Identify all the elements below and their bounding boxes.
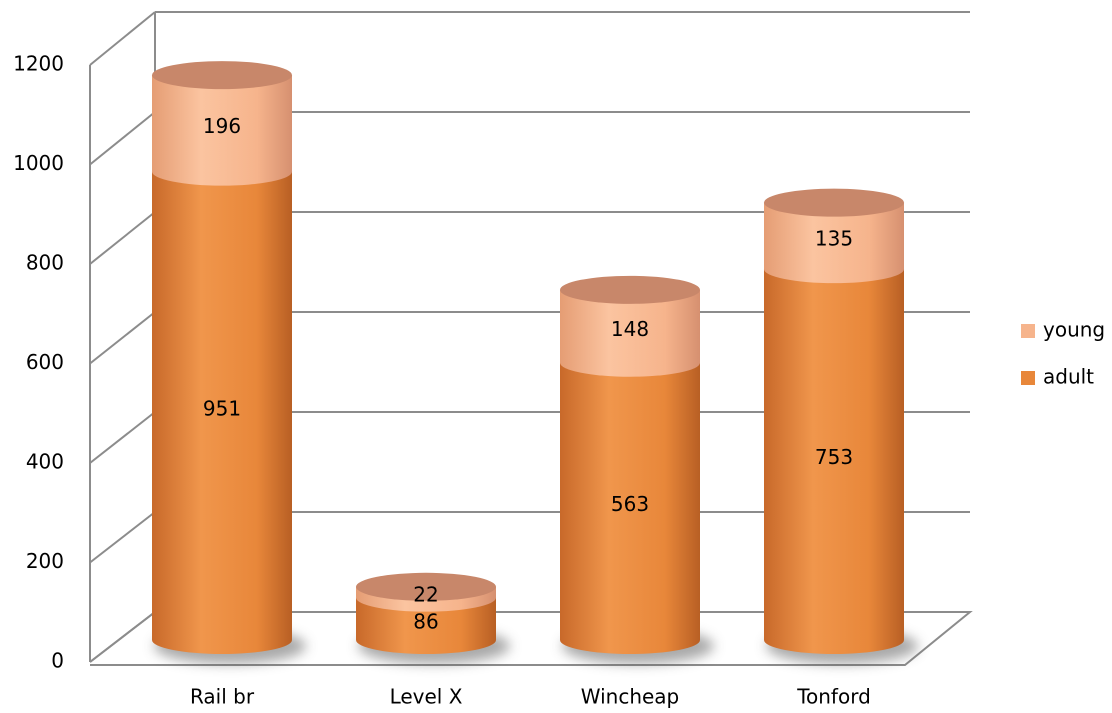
grid-line [89, 211, 156, 265]
y-tick-label: 1200 [13, 52, 64, 76]
y-tick-label: 400 [26, 450, 64, 474]
data-label: 951 [203, 396, 241, 420]
legend-swatch [1021, 324, 1035, 338]
bar [356, 572, 496, 612]
x-tick-label: Tonford [796, 685, 871, 709]
data-label: 22 [413, 583, 438, 607]
x-tick-label: Wincheap [581, 685, 680, 709]
grid-line [89, 411, 156, 464]
bar-body [560, 362, 700, 640]
bar [764, 188, 904, 284]
bar [560, 275, 700, 377]
legend-label: young [1043, 318, 1105, 342]
grid-line [89, 511, 156, 564]
y-tick-label: 200 [26, 549, 64, 573]
legend-swatch [1021, 371, 1035, 385]
data-label: 148 [611, 317, 649, 341]
bar-top [764, 188, 904, 217]
y-tick-label: 600 [26, 350, 64, 374]
x-tick-label: Level X [390, 685, 463, 709]
grid-line [89, 611, 156, 663]
y-tick-label: 1000 [13, 151, 64, 175]
grid-line [89, 111, 156, 166]
bar [152, 171, 292, 654]
bar-bottom [356, 626, 496, 654]
bar-body [152, 75, 292, 172]
grid-line [89, 11, 156, 66]
bar-top [560, 275, 700, 304]
bar-top [152, 61, 292, 90]
bar-bottom [560, 348, 700, 377]
y-tick-label: 800 [26, 251, 64, 275]
legend-label: adult [1043, 365, 1094, 389]
bar-bottom [764, 626, 904, 654]
bar-bottom [152, 157, 292, 186]
bar-bottom [560, 626, 700, 654]
bar-body [764, 269, 904, 640]
data-label: 86 [413, 609, 438, 633]
bar-bottom [152, 626, 292, 654]
grid-line [89, 311, 156, 365]
data-label: 135 [815, 226, 853, 250]
bar-body [152, 171, 292, 640]
bar [764, 269, 904, 654]
bar [152, 61, 292, 186]
x-tick-label: Rail br [190, 685, 255, 709]
data-label: 196 [203, 114, 241, 138]
data-label: 753 [815, 445, 853, 469]
bar [560, 362, 700, 654]
y-tick-label: 0 [51, 649, 64, 673]
bar-bottom [764, 255, 904, 284]
bar-top [356, 572, 496, 601]
data-label: 563 [611, 492, 649, 516]
